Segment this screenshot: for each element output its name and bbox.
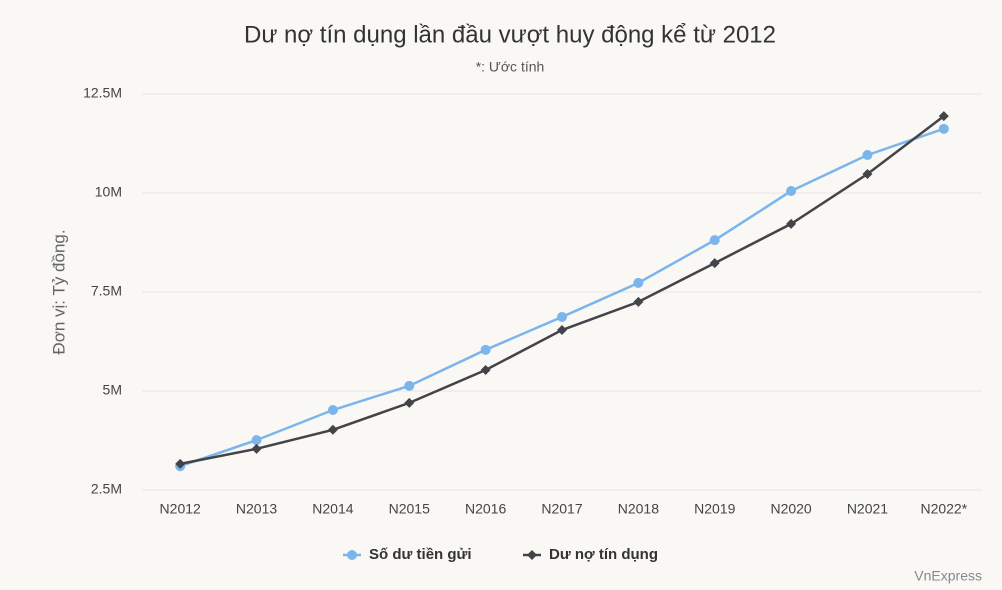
- y-tick-label: 5M: [103, 382, 122, 398]
- source: VnExpress: [914, 568, 982, 584]
- chart-subtitle: *: Ước tính: [476, 59, 545, 75]
- x-tick-label: N2021: [847, 501, 888, 517]
- point: [480, 344, 491, 355]
- point: [557, 325, 567, 336]
- point: [938, 111, 949, 122]
- point: [786, 218, 797, 229]
- y-axis-label: Đơn vị: Tỷ đồng.: [49, 229, 68, 354]
- point: [327, 405, 338, 416]
- legend-label: Dư nợ tín dụng: [549, 546, 658, 563]
- y-tick-label: 7.5M: [91, 283, 122, 299]
- point: [633, 296, 644, 307]
- point: [938, 123, 949, 134]
- legend-marker: [527, 550, 537, 560]
- x-tick-label: N2014: [312, 501, 353, 517]
- point: [709, 258, 720, 269]
- point: [786, 186, 797, 197]
- x-tick-label: N2020: [770, 501, 811, 517]
- point: [251, 435, 262, 446]
- chart-title: Dư nợ tín dụng lần đầu vượt huy động kể …: [244, 21, 776, 48]
- x-tick-label: N2018: [618, 501, 659, 517]
- point: [862, 168, 873, 179]
- x-tick-label: N2013: [236, 501, 277, 517]
- point: [480, 365, 491, 376]
- legend-label: Số dư tiền gửi: [369, 546, 472, 563]
- point: [251, 443, 262, 454]
- point: [557, 311, 567, 322]
- point: [175, 458, 186, 469]
- point: [862, 149, 873, 160]
- point: [633, 277, 644, 288]
- y-tick-label: 10M: [95, 184, 122, 200]
- x-tick-label: N2016: [465, 501, 506, 517]
- point: [709, 235, 720, 246]
- point: [404, 380, 415, 391]
- point: [404, 397, 415, 408]
- y-tick-label: 12.5M: [83, 85, 122, 101]
- x-tick-label: N2022*: [920, 501, 967, 517]
- x-tick-label: N2015: [389, 501, 430, 517]
- x-tick-label: N2012: [160, 501, 201, 517]
- x-tick-label: N2019: [694, 501, 735, 517]
- y-tick-label: 2.5M: [91, 481, 122, 497]
- legend-marker: [347, 550, 357, 560]
- x-tick-label: N2017: [541, 501, 582, 517]
- point: [327, 424, 338, 435]
